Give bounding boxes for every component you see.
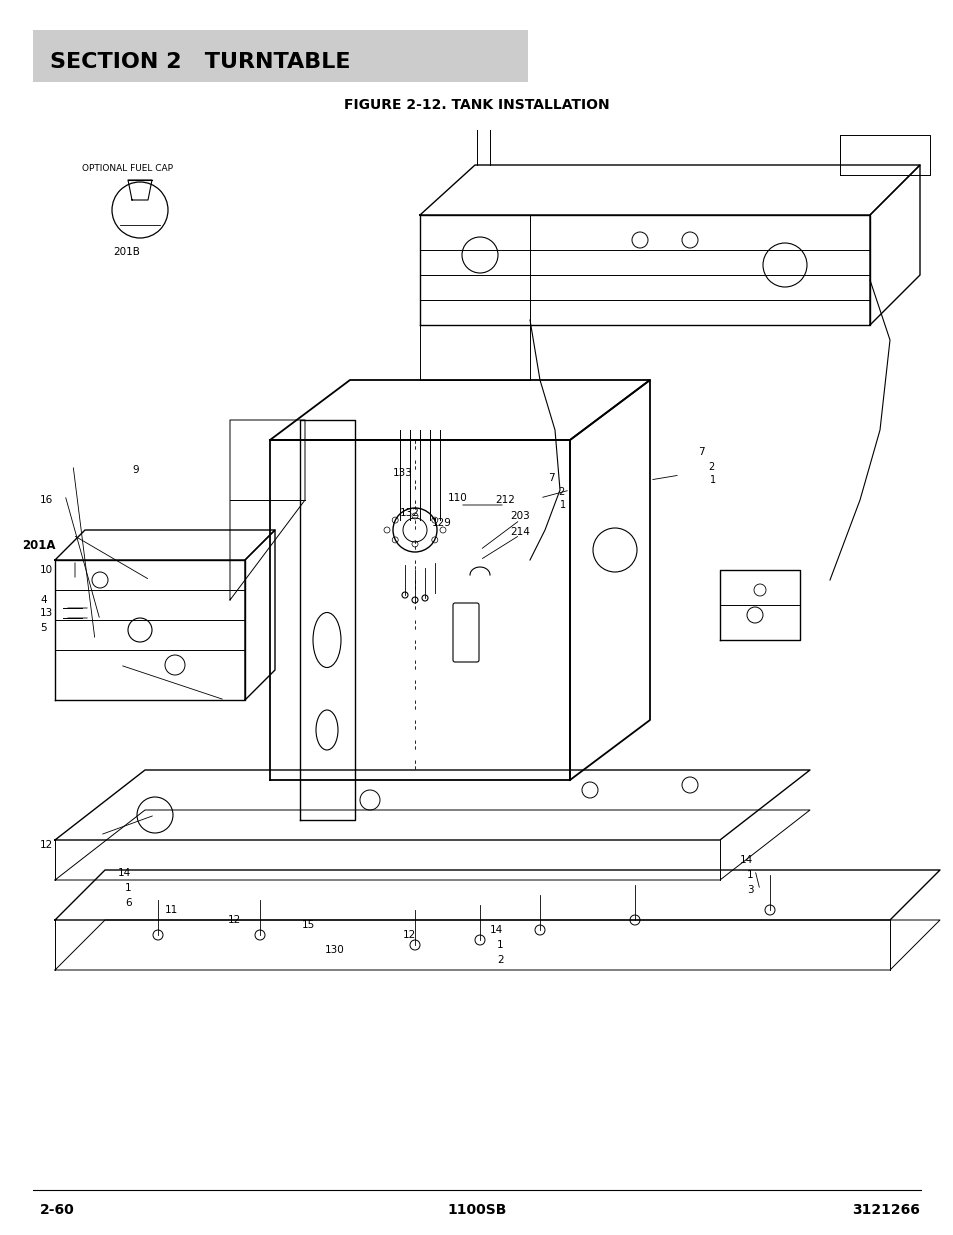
Text: 11: 11 bbox=[165, 905, 178, 915]
Text: 14: 14 bbox=[118, 868, 132, 878]
Text: 110: 110 bbox=[448, 493, 467, 503]
Text: 7: 7 bbox=[547, 473, 554, 483]
Text: 201A: 201A bbox=[22, 538, 55, 552]
Text: 212: 212 bbox=[495, 495, 515, 505]
Text: 214: 214 bbox=[510, 527, 529, 537]
Text: 1: 1 bbox=[746, 869, 753, 881]
Text: OPTIONAL FUEL CAP: OPTIONAL FUEL CAP bbox=[82, 163, 172, 173]
Text: 2-60: 2-60 bbox=[40, 1203, 74, 1216]
Text: SECTION 2   TURNTABLE: SECTION 2 TURNTABLE bbox=[50, 52, 350, 72]
Text: 4: 4 bbox=[40, 595, 47, 605]
Text: 2: 2 bbox=[707, 462, 714, 472]
Text: 129: 129 bbox=[432, 517, 452, 529]
Text: 7: 7 bbox=[698, 447, 704, 457]
Text: 3121266: 3121266 bbox=[851, 1203, 919, 1216]
Text: 13: 13 bbox=[40, 608, 53, 618]
Text: 3: 3 bbox=[746, 885, 753, 895]
Text: 1: 1 bbox=[497, 940, 503, 950]
Text: 203: 203 bbox=[510, 511, 529, 521]
Text: 16: 16 bbox=[40, 495, 53, 505]
Text: 1: 1 bbox=[709, 475, 716, 485]
Text: 1: 1 bbox=[559, 500, 565, 510]
Text: 132: 132 bbox=[399, 508, 419, 517]
Text: 15: 15 bbox=[302, 920, 314, 930]
Bar bbox=[33, 30, 527, 82]
Text: 1100SB: 1100SB bbox=[447, 1203, 506, 1216]
Text: 12: 12 bbox=[40, 840, 53, 850]
Text: 6: 6 bbox=[125, 898, 132, 908]
Text: 2: 2 bbox=[497, 955, 503, 965]
Text: 130: 130 bbox=[325, 945, 344, 955]
Text: 14: 14 bbox=[490, 925, 503, 935]
Text: 5: 5 bbox=[40, 622, 47, 634]
Text: FIGURE 2-12. TANK INSTALLATION: FIGURE 2-12. TANK INSTALLATION bbox=[344, 98, 609, 112]
Text: 9: 9 bbox=[132, 466, 138, 475]
Text: 133: 133 bbox=[393, 468, 413, 478]
Text: 1: 1 bbox=[125, 883, 132, 893]
Text: 12: 12 bbox=[402, 930, 416, 940]
Text: 14: 14 bbox=[740, 855, 753, 864]
Text: 201B: 201B bbox=[112, 247, 140, 257]
Text: 2: 2 bbox=[558, 487, 563, 496]
Text: 10: 10 bbox=[40, 564, 53, 576]
Text: 12: 12 bbox=[228, 915, 241, 925]
